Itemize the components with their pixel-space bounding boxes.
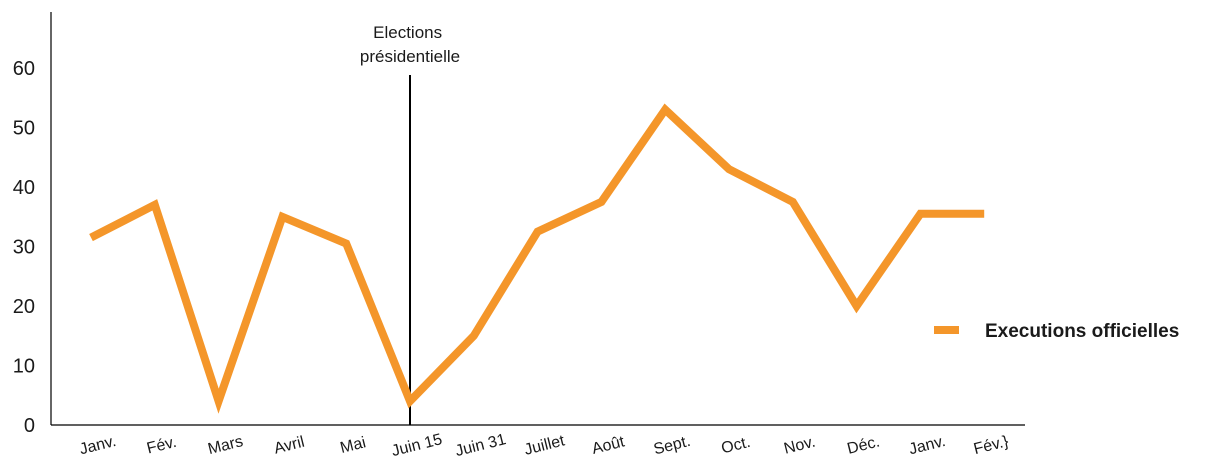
series-group bbox=[89, 103, 985, 414]
annotation-line-2: présidentielle bbox=[360, 47, 460, 66]
x-tick-label: Janv. bbox=[78, 433, 118, 458]
x-tick-label: Oct. bbox=[720, 434, 753, 458]
annotation-line-1: Elections bbox=[373, 23, 442, 42]
series-line bbox=[89, 103, 985, 414]
x-tick-label: Sept. bbox=[652, 433, 692, 459]
y-tick-label: 30 bbox=[13, 237, 35, 259]
x-tick-label: Août bbox=[590, 433, 627, 458]
x-tick-label: Nov. bbox=[782, 434, 817, 458]
y-tick-label: 60 bbox=[13, 58, 35, 80]
x-tick-label: Déc. bbox=[845, 433, 881, 457]
x-tick-label: Juin 15 bbox=[390, 431, 444, 460]
y-tick-label: 10 bbox=[13, 356, 35, 378]
x-tick-labels: Janv. Fév. Mars Avril Mai Juin 15 Juin 31 Juill… bbox=[78, 431, 1011, 460]
x-tick-label: Mars bbox=[206, 433, 245, 458]
x-tick-label: Mai bbox=[339, 434, 368, 457]
x-tick-label: Janv. bbox=[907, 433, 947, 458]
legend-swatch bbox=[934, 326, 959, 334]
y-tick-label: 20 bbox=[13, 296, 35, 318]
y-tick-label: 50 bbox=[13, 118, 35, 140]
y-tick-label: 0 bbox=[24, 415, 35, 437]
y-tick-labels: 0 10 20 30 40 50 60 bbox=[13, 58, 35, 437]
x-tick-label: Fév. bbox=[145, 434, 178, 458]
y-tick-label: 40 bbox=[13, 177, 35, 199]
x-tick-label: Avril bbox=[272, 434, 306, 458]
x-tick-label: Juin 31 bbox=[454, 431, 508, 460]
legend-label: Executions officielles bbox=[985, 321, 1179, 342]
x-tick-label: Juillet bbox=[523, 432, 567, 459]
election-annotation: Elections présidentielle bbox=[360, 23, 460, 66]
legend: Executions officielles bbox=[934, 321, 1179, 342]
x-tick-label: Fév.} bbox=[972, 433, 1011, 458]
